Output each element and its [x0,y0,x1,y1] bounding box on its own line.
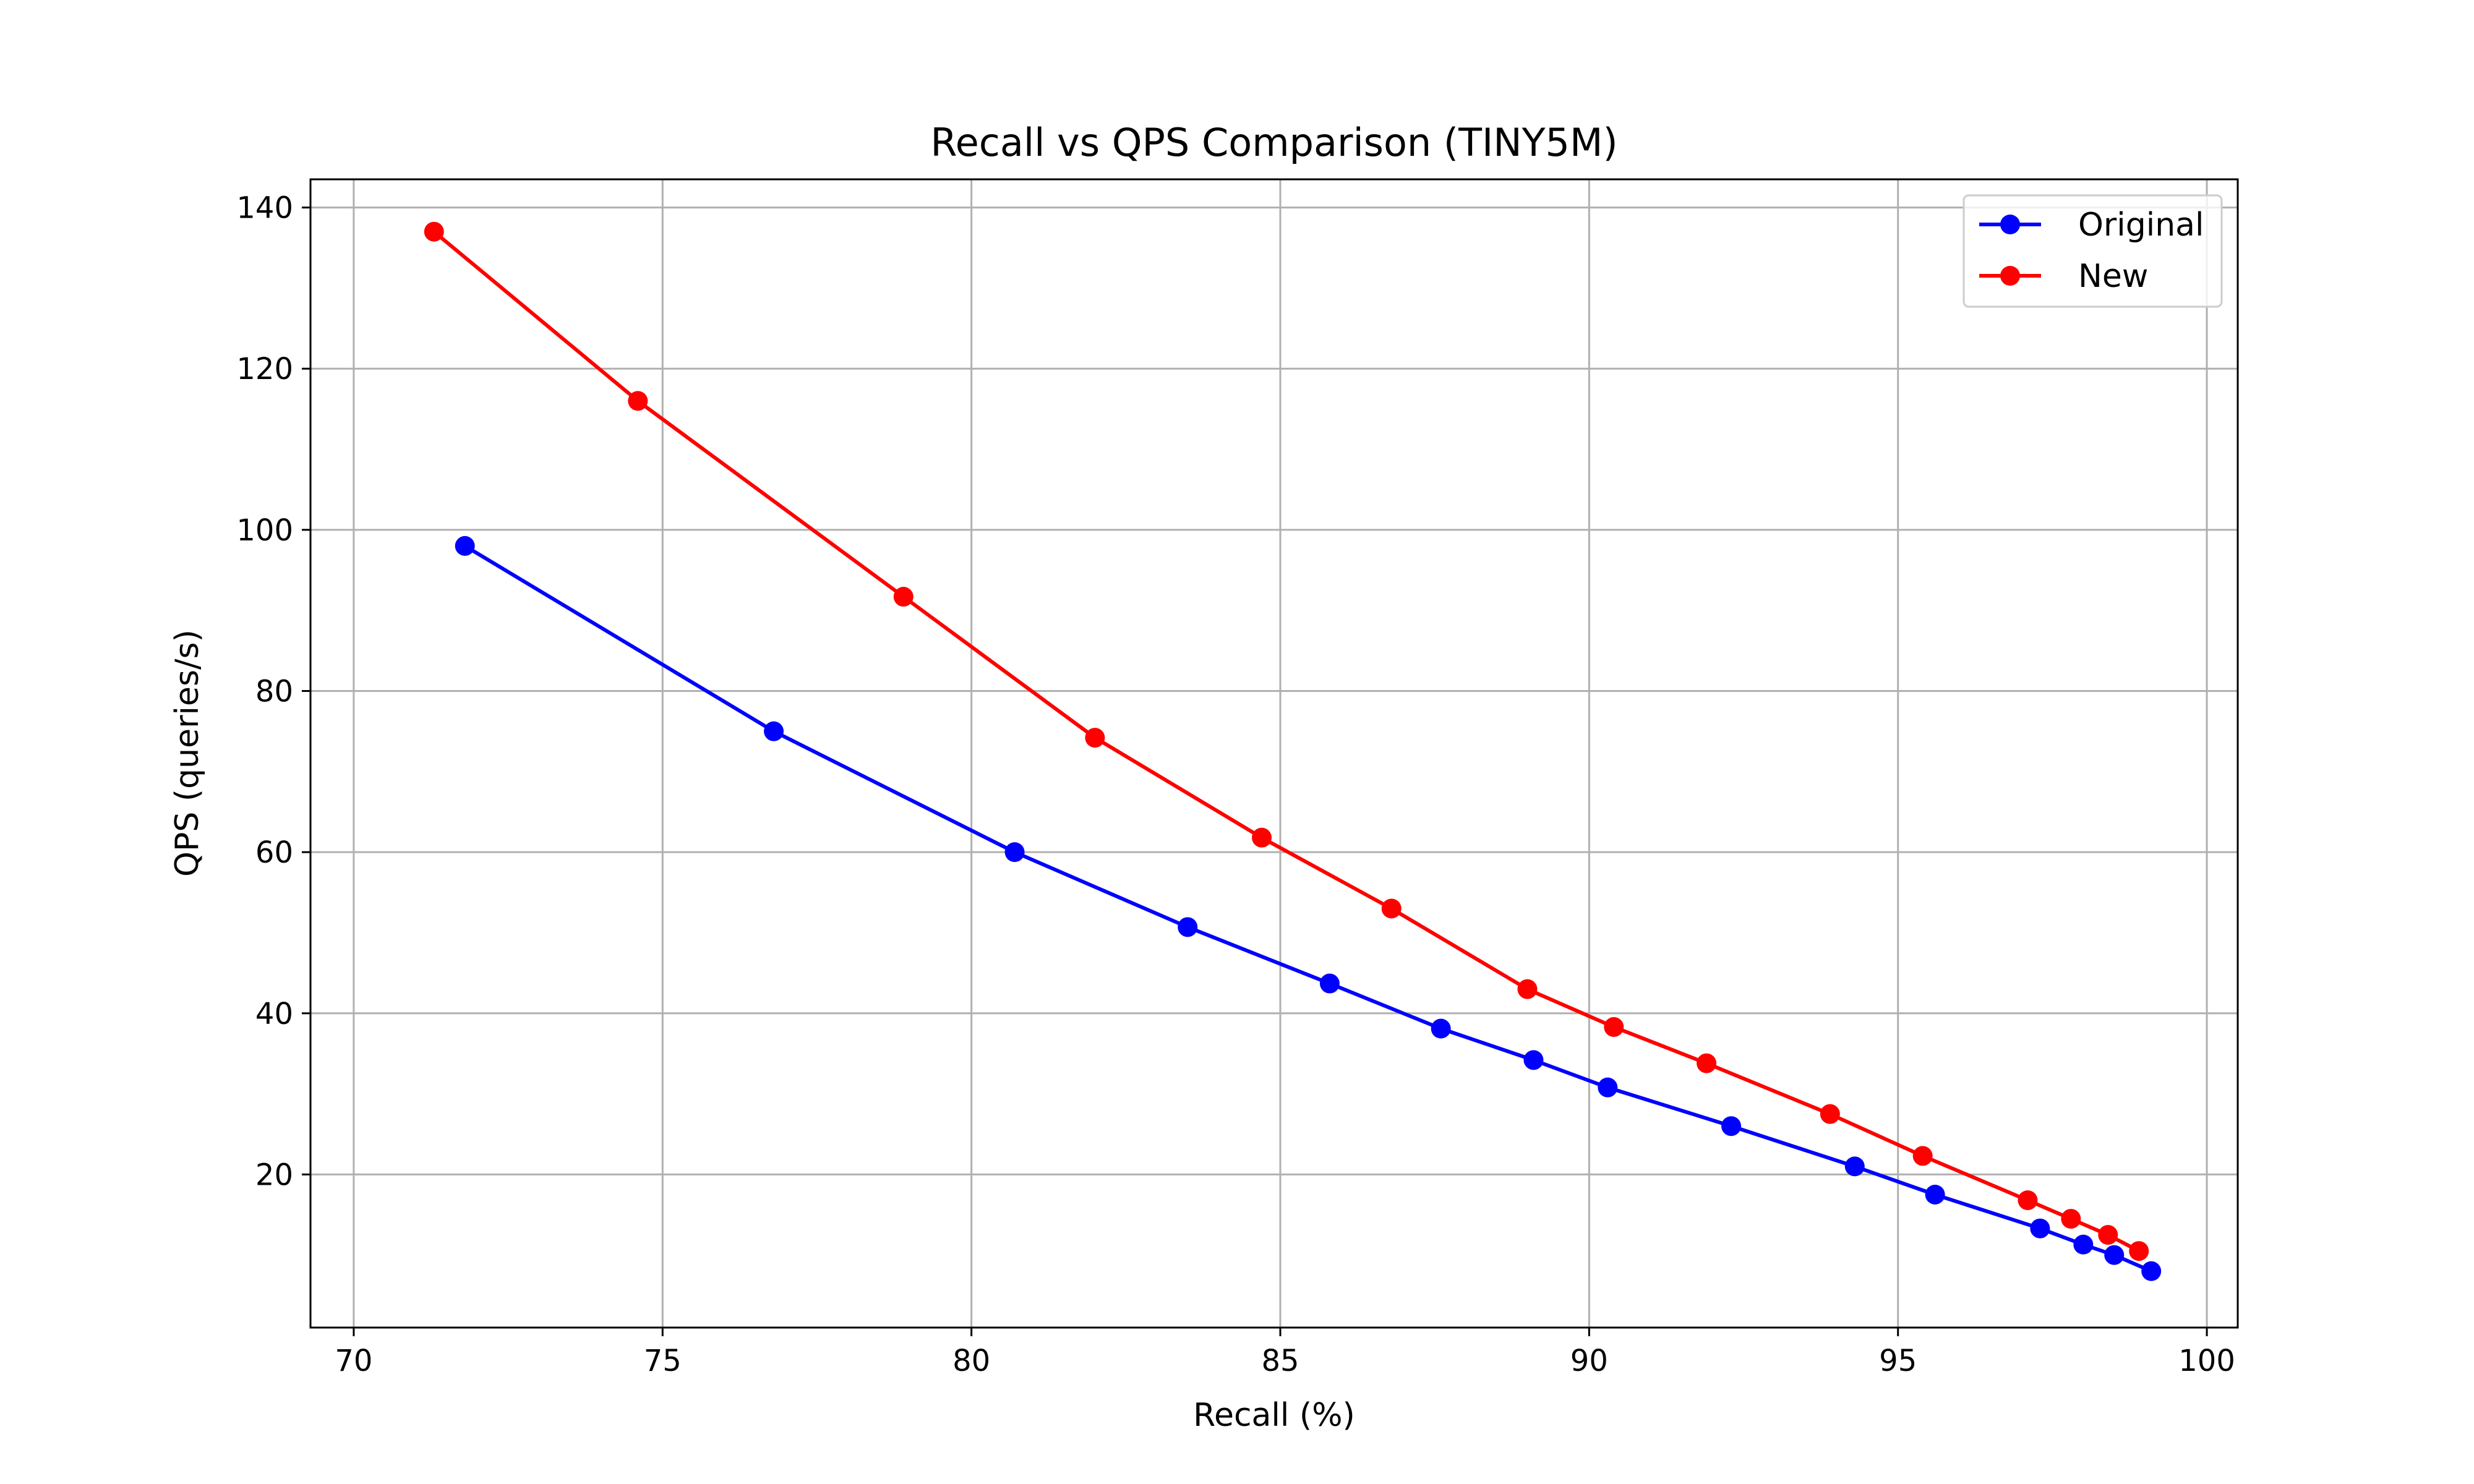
data-point-new [1820,1104,1840,1124]
data-point-original [455,535,475,556]
y-tick-label: 140 [236,191,293,226]
data-point-original [764,721,784,741]
data-point-new [1517,979,1538,999]
legend-item-new: New [1979,258,2148,295]
data-point-original [1178,917,1198,937]
y-tick-label: 100 [236,513,293,548]
data-point-original [1925,1184,1945,1205]
data-point-original [2141,1261,2162,1281]
data-point-new [1252,827,1272,848]
x-tick-label: 90 [1570,1344,1608,1378]
data-point-new [2098,1225,2118,1245]
series-layer [424,221,2162,1281]
x-tick-label: 80 [952,1344,990,1378]
data-point-original [2030,1218,2050,1239]
y-tick-label: 120 [236,352,293,386]
x-tick-label: 70 [335,1344,372,1378]
series-new [424,221,2149,1261]
data-point-original [1844,1156,1865,1177]
grid [310,179,2238,1328]
legend: Original New [1963,194,2223,308]
legend-label-new: New [2078,258,2148,295]
data-point-original [1004,842,1025,863]
data-point-original [1431,1018,1451,1039]
series-original [455,535,2162,1281]
data-point-original [1721,1116,1742,1136]
data-point-new [424,221,444,242]
data-point-new [1912,1146,1933,1166]
data-point-new [893,587,914,607]
data-point-new [2129,1241,2149,1261]
legend-marker-new [2000,266,2020,286]
data-point-new [1697,1053,1717,1073]
y-tick-label: 40 [255,997,293,1031]
y-tick-label: 20 [255,1158,293,1192]
data-point-new [2018,1190,2038,1211]
x-tick-label: 85 [1261,1344,1299,1378]
data-point-new [1085,728,1105,748]
data-point-original [2073,1234,2094,1255]
plot-frame [309,178,2239,1329]
data-point-original [1319,973,1340,994]
x-tick-label: 75 [644,1344,682,1378]
data-point-new [1604,1017,1624,1037]
chart-title: Recall vs QPS Comparison (TINY5M) [930,120,1617,165]
legend-marker-original [2000,215,2020,234]
y-tick-label: 80 [255,675,293,709]
data-point-new [2061,1209,2081,1229]
data-point-original [1523,1050,1544,1070]
x-axis-label: Recall (%) [1193,1397,1355,1434]
data-point-new [1381,898,1402,919]
y-axis-label: QPS (queries/s) [169,629,206,877]
legend-item-original: Original [1979,207,2204,244]
legend-label-original: Original [2078,207,2204,244]
y-tick-label: 60 [255,835,293,870]
data-point-original [2104,1245,2125,1265]
data-point-original [1598,1077,1618,1098]
x-tick-label: 95 [1879,1344,1917,1378]
ticks: 70 75 80 85 90 95 100 20 40 60 80 100 120 140 [236,191,2235,1378]
data-point-new [628,391,648,411]
legend-items: Original New [1979,207,2204,295]
x-tick-label: 100 [2178,1344,2235,1378]
